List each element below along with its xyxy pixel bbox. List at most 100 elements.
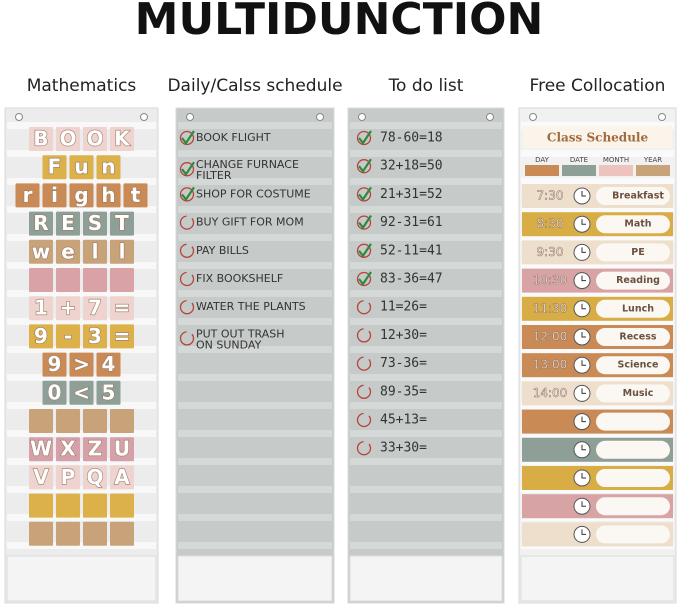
tile bbox=[69, 183, 94, 208]
date-label: MONTH bbox=[603, 156, 629, 164]
tile bbox=[83, 239, 107, 264]
panel-heading: Daily/Calss schedule bbox=[167, 76, 342, 96]
tile-letter: B bbox=[33, 127, 48, 151]
tile bbox=[29, 239, 53, 264]
pocket bbox=[7, 374, 156, 381]
check-circle bbox=[179, 243, 195, 258]
pocket bbox=[178, 178, 332, 185]
tile bbox=[83, 211, 107, 236]
pocket bbox=[7, 430, 156, 437]
tile-letter: < bbox=[73, 380, 90, 404]
row-subject: Breakfast bbox=[612, 191, 664, 202]
tile-letter: 9 bbox=[48, 352, 62, 376]
bottom-pocket bbox=[6, 555, 157, 602]
tile-letter: e bbox=[61, 239, 75, 263]
row-time: 7:30 bbox=[537, 189, 564, 203]
subject-pill bbox=[596, 384, 670, 403]
pocket bbox=[350, 402, 502, 409]
row-time: 12:00 bbox=[533, 330, 568, 344]
pocket bbox=[350, 430, 502, 437]
tile bbox=[110, 493, 134, 518]
tile bbox=[56, 211, 80, 236]
subject-pill bbox=[596, 328, 670, 346]
row-subject: Reading bbox=[616, 275, 660, 286]
check-circle bbox=[356, 159, 372, 174]
panel-heading: Mathematics bbox=[27, 76, 137, 96]
subject-pill bbox=[596, 243, 670, 262]
tile bbox=[83, 437, 107, 462]
tile bbox=[56, 296, 80, 321]
tile bbox=[56, 127, 80, 151]
tile-letter: 1 bbox=[34, 296, 48, 320]
tile bbox=[56, 521, 80, 546]
pocket bbox=[350, 318, 502, 325]
tile bbox=[42, 155, 67, 180]
pocket bbox=[7, 542, 156, 549]
date-label: DAY bbox=[535, 156, 550, 164]
grommet bbox=[658, 113, 666, 121]
date-box bbox=[525, 165, 559, 176]
row-time: 9:30 bbox=[537, 245, 564, 259]
tile-letter: i bbox=[51, 183, 58, 207]
pocket bbox=[350, 290, 502, 297]
pocket bbox=[178, 402, 332, 409]
task-line: BUY GIFT FOR MOM bbox=[196, 216, 304, 229]
subject-pill bbox=[596, 497, 670, 516]
tile bbox=[69, 155, 94, 180]
pocket bbox=[178, 542, 332, 549]
todo-text: 83-36=47 bbox=[380, 272, 443, 287]
tile bbox=[29, 211, 53, 236]
pocket bbox=[178, 150, 332, 157]
tile bbox=[83, 324, 107, 349]
pocket bbox=[521, 234, 674, 241]
clock-hands bbox=[581, 473, 586, 479]
grommet bbox=[140, 113, 148, 121]
tile bbox=[56, 409, 80, 433]
clock-hands bbox=[581, 247, 586, 253]
schedule-header bbox=[523, 126, 672, 148]
pocket bbox=[7, 178, 156, 185]
tile-letter: > bbox=[73, 352, 90, 376]
tile-letter: U bbox=[114, 437, 130, 461]
pocket bbox=[350, 486, 502, 493]
tile-letter: l bbox=[119, 239, 126, 263]
todo-text: 89-35= bbox=[380, 384, 427, 399]
pocket bbox=[7, 122, 156, 129]
row-subject: Lunch bbox=[622, 303, 654, 314]
check-mark bbox=[181, 161, 195, 177]
tile bbox=[56, 493, 80, 518]
todo-text: 78-60=18 bbox=[380, 131, 443, 146]
panel-heading: Free Collocation bbox=[530, 76, 666, 96]
check-circle bbox=[356, 243, 372, 258]
task-line: PUT OUT TRASH bbox=[196, 327, 285, 340]
tile-letter: 7 bbox=[88, 296, 102, 320]
tile bbox=[29, 409, 53, 433]
check-circle bbox=[179, 130, 195, 146]
subject-pill bbox=[596, 440, 670, 459]
pocket bbox=[178, 290, 332, 297]
check-circle bbox=[356, 130, 372, 146]
pocket bbox=[7, 206, 156, 213]
check-circle bbox=[179, 162, 195, 177]
tile bbox=[42, 183, 67, 208]
row-subject: Science bbox=[617, 360, 658, 371]
todo-text: 12+30= bbox=[380, 328, 427, 343]
tile bbox=[29, 127, 53, 151]
pocket bbox=[7, 234, 156, 241]
pocket bbox=[350, 178, 502, 185]
check-circle bbox=[356, 215, 372, 230]
tile bbox=[56, 437, 80, 462]
subject-pill bbox=[596, 187, 670, 205]
tile bbox=[69, 380, 94, 405]
row-time: 13:00 bbox=[533, 358, 568, 372]
subject-pill bbox=[596, 525, 670, 544]
tile bbox=[123, 183, 148, 208]
tile bbox=[110, 296, 134, 321]
tile bbox=[96, 155, 121, 180]
tile bbox=[110, 465, 134, 490]
tile-letter: R bbox=[33, 211, 48, 235]
tile bbox=[42, 352, 67, 377]
tile-letter: 9 bbox=[34, 324, 48, 348]
clock-hands bbox=[581, 219, 586, 225]
